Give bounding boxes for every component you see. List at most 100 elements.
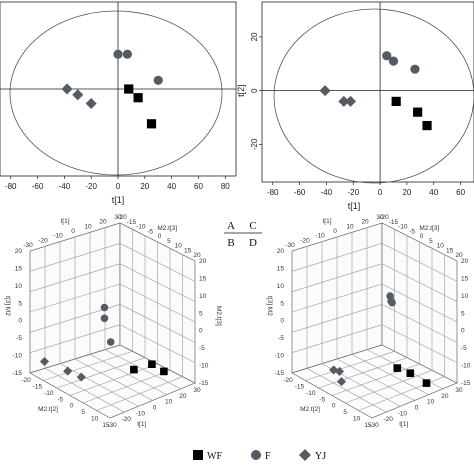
point-square bbox=[160, 367, 168, 376]
axis-label-right: M2.t[3] bbox=[215, 306, 222, 326]
grid-line bbox=[104, 349, 181, 390]
axis-label-top-right: M2.t[3] bbox=[157, 225, 177, 232]
tick-label-top-right: 5 bbox=[429, 238, 433, 245]
tick-label-bottom-left: -15 bbox=[295, 383, 305, 390]
point-circle bbox=[153, 75, 163, 85]
point-square bbox=[133, 93, 143, 103]
tick-label-bottom-left: 5 bbox=[81, 409, 85, 416]
axis-label-top-left: t[1] bbox=[60, 218, 69, 225]
point-diamond bbox=[85, 97, 97, 110]
x-tick-label: 60 bbox=[194, 182, 203, 191]
score-plot-c: -80 -60 -40 -20 0 20 40 60 20 0 -20 t[2] t[1] bbox=[236, 1, 474, 211]
tick-label-bottom-right: 10 bbox=[427, 399, 435, 406]
axis-label-bottom-right: t[1] bbox=[399, 421, 408, 428]
tick-label-left: 5 bbox=[280, 300, 284, 307]
tick-label-bottom-left: -5 bbox=[319, 396, 325, 403]
point-square bbox=[146, 119, 157, 129]
point-square bbox=[391, 96, 401, 107]
tick-label-bottom-left: -10 bbox=[306, 390, 316, 397]
panel-label-d: D bbox=[249, 237, 257, 249]
tick-label-top-left: -30 bbox=[23, 242, 33, 249]
grid-line bbox=[291, 243, 383, 272]
tick-label-left: 20 bbox=[277, 248, 285, 255]
point-diamond bbox=[72, 89, 84, 101]
y-tick-label: 20 bbox=[250, 32, 259, 41]
tick-label-top-right: 20 bbox=[455, 252, 463, 259]
tick-label-bottom-left: -10 bbox=[44, 390, 54, 397]
tick-label-right: 10 bbox=[461, 293, 469, 300]
tick-label-right: -15 bbox=[461, 380, 471, 387]
x-tick-label: 0 bbox=[116, 182, 121, 191]
legend: WF F YJ bbox=[193, 449, 326, 462]
legend-marker-yj bbox=[299, 449, 311, 461]
hotelling-ellipse bbox=[273, 8, 474, 184]
tick-label-top-right: 15 bbox=[184, 247, 192, 254]
point-circle bbox=[382, 51, 392, 61]
tick-label-top-right: 0 bbox=[420, 233, 424, 240]
axis-label-left: t[3] M2 bbox=[266, 296, 273, 316]
tick-label-left: -10 bbox=[275, 353, 285, 360]
tick-label-top-left: 20 bbox=[99, 219, 107, 226]
panel-label-c: C bbox=[249, 220, 256, 232]
x-tick-label: -60 bbox=[32, 182, 44, 191]
tick-label-bottom-left: 0 bbox=[70, 403, 74, 410]
point-circle bbox=[388, 56, 399, 66]
x-tick-label: 40 bbox=[167, 182, 176, 191]
point-diamond bbox=[319, 85, 331, 97]
legend-marker-f bbox=[251, 450, 261, 460]
tick-label-top-right: 0 bbox=[158, 233, 162, 240]
tick-label-left: 0 bbox=[18, 318, 22, 325]
point-square bbox=[406, 369, 415, 377]
point-circle bbox=[100, 314, 109, 323]
point-circle bbox=[113, 49, 123, 59]
tick-label-left: 15 bbox=[15, 265, 23, 272]
tick-label-left: 5 bbox=[18, 300, 22, 307]
x-tick-label: -40 bbox=[59, 182, 71, 191]
tick-label-bottom-right: 30 bbox=[455, 387, 463, 394]
tick-label-bottom-left: 0 bbox=[332, 403, 336, 410]
tick-label-bottom-right: -20 bbox=[383, 416, 393, 423]
plot-frame bbox=[261, 1, 474, 183]
tick-label-top-left: -10 bbox=[53, 233, 63, 240]
axis-label-left: t[3] M2 bbox=[4, 296, 11, 316]
tick-label-left: -5 bbox=[16, 335, 22, 342]
tick-label-top-left: 30 bbox=[376, 214, 384, 221]
point-circle bbox=[100, 303, 109, 312]
tick-label-top-right: -5 bbox=[409, 228, 415, 235]
point-circle bbox=[122, 49, 132, 59]
x-tick-label: 40 bbox=[429, 188, 438, 197]
point-diamond bbox=[63, 366, 73, 376]
panel-label-a: A bbox=[227, 220, 235, 232]
tick-label-left: -15 bbox=[275, 370, 285, 377]
x-tick-label: 80 bbox=[221, 182, 230, 191]
tick-label-left: -5 bbox=[278, 335, 284, 342]
x-tick-label: 20 bbox=[402, 188, 411, 197]
tick-label-top-right: -20 bbox=[117, 214, 127, 221]
tick-label-bottom-left: -15 bbox=[33, 383, 43, 390]
y-axis-label: t[2] bbox=[236, 84, 246, 97]
x-tick-label: 20 bbox=[140, 182, 149, 191]
x-tick-label: -20 bbox=[85, 182, 97, 191]
tick-label-top-left: 20 bbox=[361, 219, 369, 226]
tick-label-bottom-right: -20 bbox=[121, 416, 131, 423]
axis-label-top-left: t[1] bbox=[322, 218, 331, 225]
grid-line bbox=[119, 243, 196, 282]
x-axis-label: t[1] bbox=[348, 201, 361, 211]
x-tick-label: 60 bbox=[456, 188, 465, 197]
tick-label-bottom-right: -30 bbox=[107, 422, 117, 429]
tick-label-right: -15 bbox=[199, 380, 209, 387]
tick-label-top-right: -20 bbox=[379, 214, 389, 221]
point-circle bbox=[410, 64, 420, 74]
legend-label-f: F bbox=[265, 451, 271, 462]
tick-label-bottom-right: 20 bbox=[441, 393, 449, 400]
tick-label-bottom-left: 10 bbox=[91, 416, 99, 423]
tick-label-right: 15 bbox=[461, 275, 469, 282]
tick-label-top-right: 10 bbox=[175, 243, 183, 250]
tick-label-right: -5 bbox=[461, 345, 467, 352]
tick-label-top-left: -20 bbox=[300, 237, 310, 244]
tick-label-bottom-right: 20 bbox=[179, 393, 187, 400]
point-square bbox=[148, 360, 156, 368]
score-plot-3d-b: -30-20-100102030-20-15-10-50510152020151… bbox=[4, 214, 222, 429]
point-circle bbox=[388, 298, 396, 307]
tick-label-top-left: 0 bbox=[71, 228, 75, 235]
